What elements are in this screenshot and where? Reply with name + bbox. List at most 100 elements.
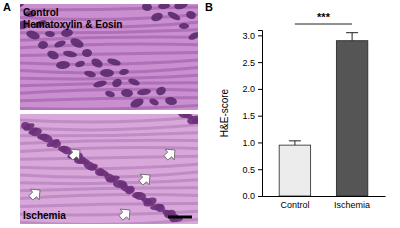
tick-label: 0.5 bbox=[242, 165, 255, 175]
error-line bbox=[352, 33, 353, 41]
annotation: *** bbox=[317, 11, 331, 23]
fibre bbox=[20, 52, 198, 55]
tick-mark bbox=[258, 35, 262, 36]
nucleus bbox=[185, 10, 197, 20]
nucleus bbox=[50, 139, 61, 148]
nucleus bbox=[69, 36, 85, 49]
nucleus bbox=[96, 169, 109, 178]
tick-mark bbox=[258, 62, 262, 63]
nucleus bbox=[37, 40, 48, 49]
nucleus bbox=[154, 203, 165, 212]
x-axis: Control Ischemia bbox=[263, 196, 386, 210]
panel-label: A bbox=[3, 1, 11, 13]
significance-bar bbox=[295, 24, 352, 25]
nucleus bbox=[82, 49, 92, 58]
tick: 1.5 bbox=[242, 111, 262, 121]
nucleus bbox=[53, 39, 66, 49]
error-cap bbox=[346, 32, 358, 33]
scale-bar bbox=[168, 216, 192, 219]
nucleus bbox=[111, 77, 124, 89]
nucleus bbox=[87, 163, 98, 172]
error-cap bbox=[289, 140, 301, 141]
tick-mark bbox=[258, 196, 262, 197]
fibre bbox=[20, 117, 198, 122]
tick-label: 3.0 bbox=[242, 31, 255, 41]
tissue bbox=[20, 114, 198, 224]
error-bar bbox=[346, 33, 358, 41]
error-bar bbox=[289, 141, 301, 145]
figure: AControlHematoxylin & EosinIschemiaB0.00… bbox=[0, 0, 400, 228]
histology-image: Ischemia bbox=[20, 109, 202, 225]
fibre bbox=[20, 188, 198, 191]
nucleus bbox=[90, 57, 104, 70]
nucleus bbox=[148, 97, 160, 107]
tick: 0.5 bbox=[242, 165, 262, 175]
fibre bbox=[20, 37, 198, 40]
nucleus bbox=[164, 96, 177, 106]
fibre bbox=[20, 83, 198, 86]
nucleus bbox=[127, 77, 140, 87]
nucleus bbox=[45, 30, 56, 37]
nucleus bbox=[150, 11, 164, 22]
tick-label: Control bbox=[280, 200, 309, 210]
bar bbox=[279, 145, 310, 196]
marks bbox=[279, 33, 368, 196]
tick-mark bbox=[258, 169, 262, 170]
arrow bbox=[161, 145, 179, 163]
nucleus bbox=[25, 29, 41, 41]
nucleus bbox=[106, 57, 121, 67]
nucleus bbox=[104, 90, 115, 99]
nucleus bbox=[155, 85, 167, 96]
axis-line bbox=[258, 31, 263, 197]
image-title: Hematoxylin & Eosin bbox=[23, 19, 122, 30]
fibre bbox=[20, 164, 198, 168]
image-label: Ischemia bbox=[23, 210, 66, 221]
fibre bbox=[20, 125, 198, 130]
nucleus bbox=[121, 88, 134, 97]
tick: 3.0 bbox=[242, 31, 262, 41]
arrow bbox=[116, 205, 134, 223]
tick: 0.0 bbox=[242, 191, 262, 201]
tick: 2.5 bbox=[242, 58, 262, 68]
nucleus bbox=[38, 132, 54, 144]
nucleus bbox=[117, 181, 128, 190]
arrow bbox=[136, 170, 154, 188]
nucleus bbox=[187, 31, 198, 42]
tick-label: Ischemia bbox=[334, 200, 370, 210]
tick-label: 1.0 bbox=[242, 138, 255, 148]
nucleus bbox=[105, 174, 120, 183]
nucleus bbox=[118, 68, 129, 76]
histology-image: ControlHematoxylin & Eosin bbox=[14, 0, 201, 110]
nucleus bbox=[179, 23, 189, 29]
arrow bbox=[26, 185, 44, 203]
tick: 2.0 bbox=[242, 84, 262, 94]
nucleus bbox=[92, 79, 107, 88]
nucleus bbox=[46, 49, 60, 61]
nucleus bbox=[173, 4, 189, 11]
nucleus bbox=[74, 60, 85, 69]
fibre bbox=[20, 203, 198, 206]
image-label: Control bbox=[23, 7, 59, 18]
nucleus bbox=[63, 50, 78, 58]
panel-label: B bbox=[205, 1, 213, 13]
nucleus bbox=[100, 69, 114, 77]
nucleus bbox=[129, 97, 145, 110]
nucleus bbox=[83, 70, 96, 79]
nucleus bbox=[22, 122, 35, 133]
tick-mark bbox=[258, 116, 262, 117]
error-line bbox=[294, 141, 295, 145]
y-axis: 0.0 0.5 1.0 1.5 2.0 2.5 3.0 bbox=[242, 31, 262, 202]
tick: 1.0 bbox=[242, 138, 262, 148]
nucleus bbox=[166, 10, 181, 22]
panel-b: B 0.0 0.5 1.0 1.5 2.0 2.5 3.0 Control Ischemia H&E… bbox=[205, 1, 386, 210]
tissue bbox=[20, 4, 198, 110]
panel-a: AControlHematoxylin & EosinIschemia bbox=[3, 0, 202, 225]
arrow bbox=[66, 145, 84, 163]
fibre bbox=[20, 195, 198, 199]
tick-mark bbox=[258, 142, 262, 143]
nucleus bbox=[56, 60, 71, 69]
tick-label: 2.0 bbox=[242, 84, 255, 94]
y-axis-title: H&E-score bbox=[219, 88, 230, 137]
tick-mark bbox=[258, 89, 262, 90]
bar bbox=[336, 41, 367, 196]
